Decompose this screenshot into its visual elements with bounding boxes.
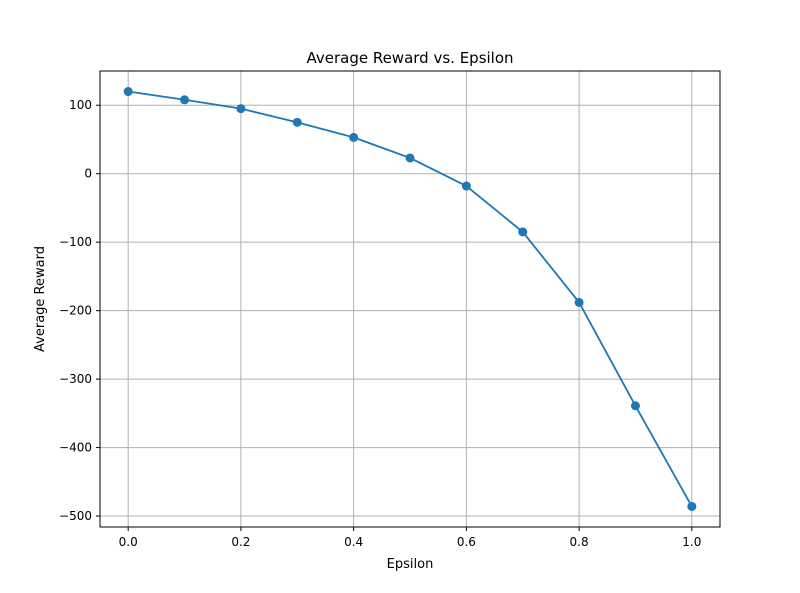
y-tick-label: 0 [84, 167, 92, 181]
x-tick-label: 0.4 [344, 535, 363, 549]
x-tick-label: 0.2 [231, 535, 250, 549]
data-point [630, 401, 640, 411]
data-point [687, 501, 697, 511]
y-tick-label: −300 [59, 372, 92, 386]
y-tick-label: −200 [59, 304, 92, 318]
x-tick-label: 0.8 [570, 535, 589, 549]
x-tick-label: 0.0 [119, 535, 138, 549]
x-axis-label: Epsilon [387, 557, 434, 572]
data-point [461, 181, 471, 191]
y-axis: 100 0 −100 −200 −300 −400 −500 [59, 98, 100, 523]
y-tick-label: 100 [69, 98, 92, 112]
chart-title: Average Reward vs. Epsilon [306, 49, 513, 67]
data-point [349, 132, 359, 142]
x-axis: 0.0 0.2 0.4 0.6 0.8 1.0 [119, 527, 701, 549]
series-layer [123, 87, 697, 511]
data-point [405, 153, 415, 163]
y-tick-label: −100 [59, 235, 92, 249]
data-point [292, 117, 302, 127]
data-point [518, 227, 528, 237]
data-point [180, 95, 190, 105]
x-tick-label: 0.6 [457, 535, 476, 549]
plot-frame [99, 70, 721, 528]
grid [100, 71, 720, 527]
data-point [236, 104, 246, 114]
data-point [574, 297, 584, 307]
x-tick-label: 1.0 [682, 535, 701, 549]
y-axis-label: Average Reward [33, 246, 48, 352]
y-tick-label: −400 [59, 441, 92, 455]
data-point [123, 87, 133, 97]
y-tick-label: −500 [59, 509, 92, 523]
